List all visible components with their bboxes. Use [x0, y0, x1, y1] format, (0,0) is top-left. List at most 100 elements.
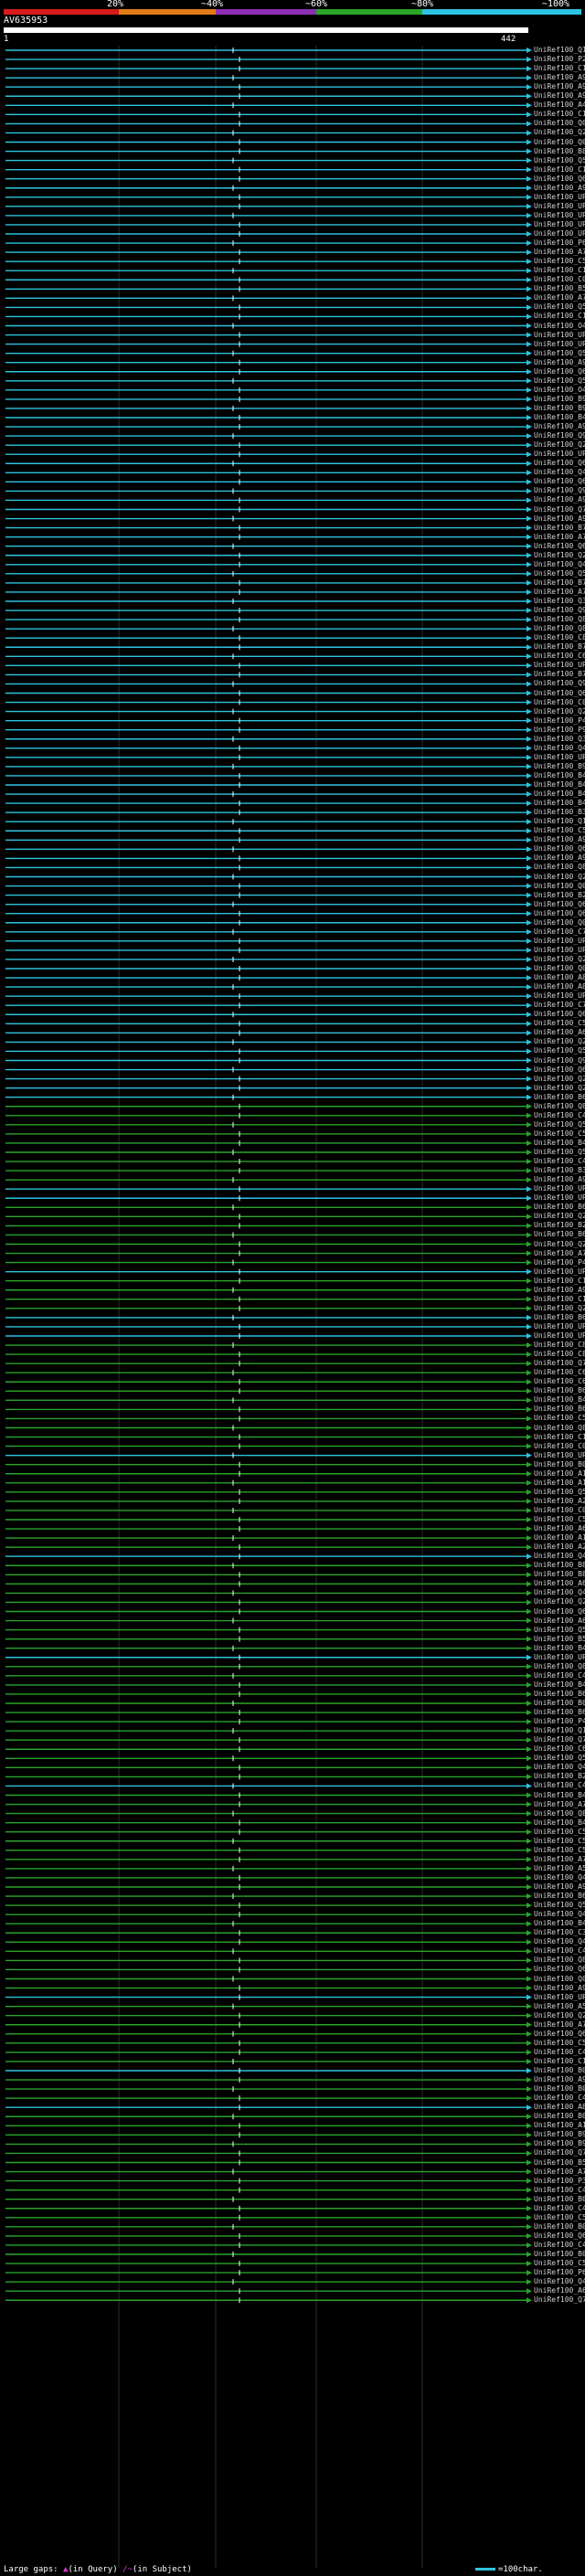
hit-label[interactable]: UniRef100_B0EN40	[534, 2194, 585, 2203]
hit-label[interactable]: UniRef100_Q7MXL8	[534, 2295, 585, 2305]
hit-label[interactable]: UniRef100_Q0UP30	[534, 881, 585, 890]
hit-row[interactable]	[5, 2141, 532, 2147]
hit-row[interactable]	[5, 1379, 532, 1385]
hit-label[interactable]: UniRef100_UPI000..	[534, 945, 585, 954]
hit-label[interactable]: UniRef100_B8BD72	[534, 146, 585, 155]
hit-row[interactable]	[5, 1765, 532, 1771]
hit-row[interactable]	[5, 1094, 532, 1100]
hit-label[interactable]: UniRef100_P69103	[534, 2268, 585, 2277]
hit-label[interactable]: UniRef100_Q6FNB9	[534, 2231, 585, 2240]
hit-label[interactable]: UniRef100_B0EN23	[534, 2221, 585, 2231]
hit-row[interactable]	[5, 1976, 532, 1982]
hit-row[interactable]	[5, 1259, 532, 1266]
hit-row[interactable]	[5, 1874, 532, 1881]
hit-row[interactable]	[5, 1489, 532, 1495]
hit-label[interactable]: UniRef100_Q5LV28	[534, 568, 585, 578]
hit-label[interactable]: UniRef100_B4JEI0	[534, 799, 585, 808]
hit-row[interactable]	[5, 1957, 532, 1964]
hit-label[interactable]: UniRef100_Q6JVX5	[534, 459, 585, 468]
hit-row[interactable]	[5, 497, 532, 504]
hit-label[interactable]: UniRef100_A9UEM0	[534, 495, 585, 504]
hit-label[interactable]: UniRef100_C5S813	[534, 1414, 585, 1423]
hit-label[interactable]: UniRef100_B0ZE32	[534, 2066, 585, 2074]
hit-label[interactable]: UniRef100_A7T275	[534, 1248, 585, 1257]
hit-row[interactable]	[5, 2077, 532, 2083]
hit-row[interactable]	[5, 461, 532, 467]
hit-row[interactable]	[5, 717, 532, 724]
hit-label[interactable]: UniRef100_A6WJ21	[534, 1616, 585, 1625]
hit-label[interactable]: UniRef100_C1BLX6	[534, 164, 585, 174]
hit-label[interactable]: UniRef100_C6TJD3	[534, 652, 585, 661]
hit-label[interactable]: UniRef100_Q4P949	[534, 1552, 585, 1561]
hit-label[interactable]: UniRef100_B9A9R3	[534, 2130, 585, 2139]
hit-row[interactable]	[5, 2159, 532, 2166]
hit-label[interactable]: UniRef100_Q5ZUC3	[534, 1148, 585, 1156]
hit-row[interactable]	[5, 1507, 532, 1513]
hit-row[interactable]	[5, 93, 532, 100]
hit-row[interactable]	[5, 1241, 532, 1247]
hit-row[interactable]	[5, 1461, 532, 1468]
hit-label[interactable]: UniRef100_Q00ZV2	[534, 119, 585, 128]
hit-row[interactable]	[5, 1121, 532, 1128]
hit-label[interactable]: UniRef100_B5DPX3	[534, 284, 585, 293]
hit-label[interactable]: UniRef100_A6ZT12	[534, 2286, 585, 2295]
hit-row[interactable]	[5, 726, 532, 733]
hit-label[interactable]: UniRef100_Q6UIL8	[534, 908, 585, 917]
hit-row[interactable]	[5, 268, 532, 274]
hit-row[interactable]	[5, 1526, 532, 1532]
hit-row[interactable]	[5, 2040, 532, 2046]
hit-label[interactable]: UniRef100_A9NU17	[534, 835, 585, 844]
hit-row[interactable]	[5, 139, 532, 145]
hit-row[interactable]	[5, 1939, 532, 1945]
hit-row[interactable]	[5, 2252, 532, 2257]
hit-label[interactable]: UniRef100_UPI000..	[534, 991, 585, 1001]
hit-row[interactable]	[5, 855, 532, 862]
hit-row[interactable]	[5, 1159, 532, 1165]
hit-row[interactable]	[5, 525, 532, 531]
hit-row[interactable]	[5, 984, 532, 991]
hit-label[interactable]: UniRef100_A8XK03	[534, 982, 585, 991]
hit-row[interactable]	[5, 277, 532, 283]
hit-row[interactable]	[5, 534, 532, 540]
hit-row[interactable]	[5, 1076, 532, 1082]
hit-label[interactable]: UniRef100_Q10281	[534, 1726, 585, 1735]
hit-row[interactable]	[5, 2232, 532, 2239]
hit-label[interactable]: UniRef100_C8YZ71	[534, 633, 585, 642]
hit-row[interactable]	[5, 1030, 532, 1036]
hit-label[interactable]: UniRef100_Q2W042	[534, 2010, 585, 2019]
hit-label[interactable]: UniRef100_C0H7X9	[534, 275, 585, 284]
hit-row[interactable]	[5, 864, 532, 871]
hit-row[interactable]	[5, 1517, 532, 1522]
hit-row[interactable]	[5, 1599, 532, 1606]
hit-label[interactable]: UniRef100_A7LH77	[534, 1799, 585, 1808]
hit-row[interactable]	[5, 800, 532, 807]
hit-label[interactable]: UniRef100_A1CWC9	[534, 1468, 585, 1478]
hit-label[interactable]: UniRef100_UPI000..	[534, 1267, 585, 1276]
hit-row[interactable]	[5, 2150, 532, 2157]
hit-label[interactable]: UniRef100_A4S6H8	[534, 101, 585, 110]
hit-row[interactable]	[5, 1039, 532, 1045]
hit-row[interactable]	[5, 2205, 532, 2211]
hit-row[interactable]	[5, 1002, 532, 1009]
hit-label[interactable]: UniRef100_Q2V991	[534, 440, 585, 450]
hit-row[interactable]	[5, 506, 532, 513]
hit-label[interactable]: UniRef100_B7FJT0	[534, 670, 585, 679]
hit-row[interactable]	[5, 2223, 532, 2230]
hit-row[interactable]	[5, 185, 532, 191]
hit-row[interactable]	[5, 1672, 532, 1679]
hit-label[interactable]: UniRef100_UPI000..	[534, 1652, 585, 1661]
hit-row[interactable]	[5, 1810, 532, 1817]
hit-row[interactable]	[5, 2095, 532, 2102]
hit-row[interactable]	[5, 2104, 532, 2111]
hit-label[interactable]: UniRef100_Q5BG69	[534, 302, 585, 312]
hit-row[interactable]	[5, 1195, 532, 1202]
hit-label[interactable]: UniRef100_B6K5U1	[534, 1689, 585, 1698]
hit-label[interactable]: UniRef100_C5LS58	[534, 1836, 585, 1845]
hit-label[interactable]: UniRef100_C4QEI0	[534, 2203, 585, 2212]
hit-row[interactable]	[5, 1710, 532, 1716]
hit-label[interactable]: UniRef100_P49026	[534, 716, 585, 725]
hit-label[interactable]: UniRef100_C5L3C7	[534, 1827, 585, 1836]
hit-row[interactable]	[5, 442, 532, 449]
hit-row[interactable]	[5, 2168, 532, 2175]
hit-row[interactable]	[5, 1314, 532, 1320]
